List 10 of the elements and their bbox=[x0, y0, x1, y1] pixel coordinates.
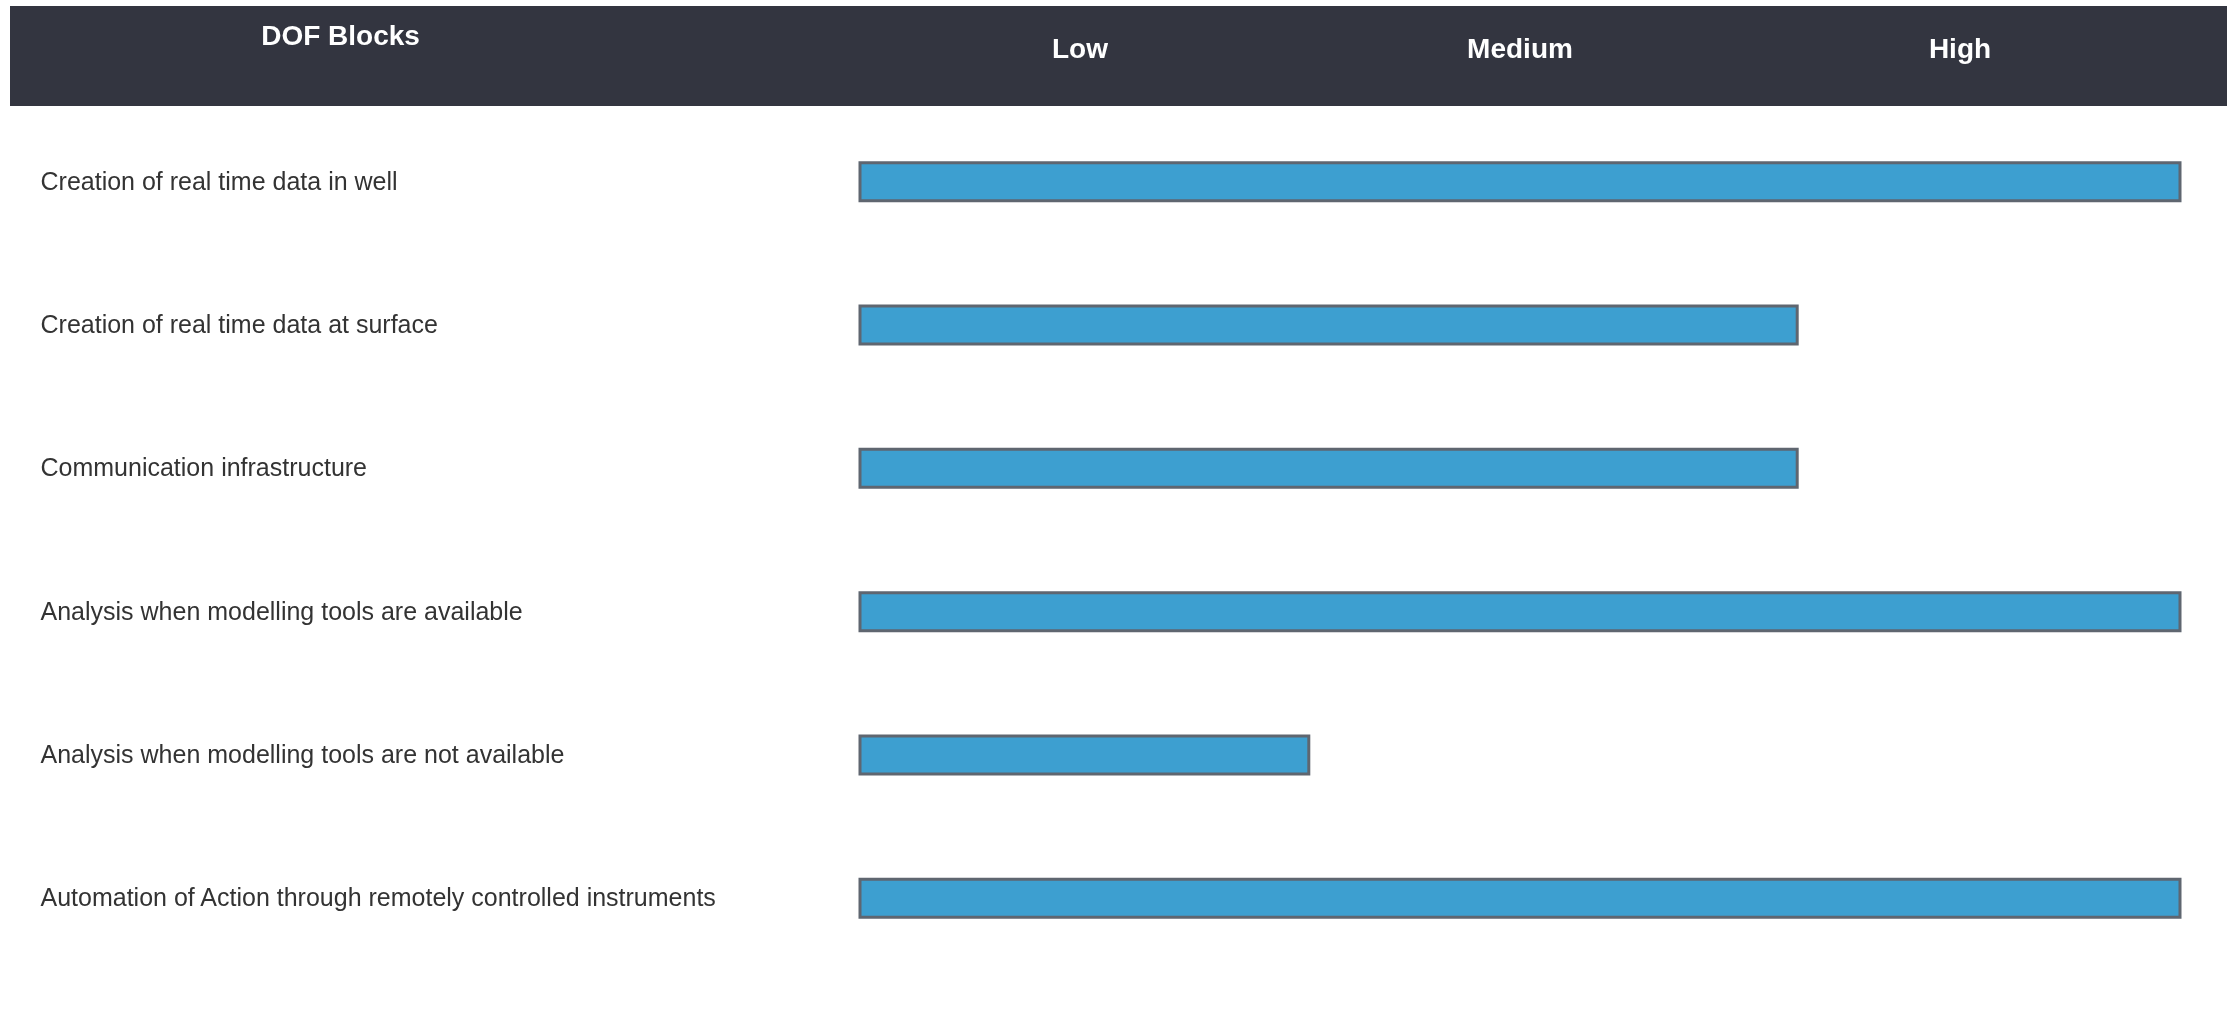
y-tick-label: Creation of real time data at surface bbox=[40, 310, 438, 338]
text: High bbox=[1928, 33, 1992, 64]
text: Medium bbox=[1467, 33, 1573, 64]
y-tick-label: Analysis when modelling tools are not available bbox=[40, 740, 565, 768]
y-tick-label: Automation of Action through remotely controlled instruments bbox=[40, 883, 716, 912]
y-tick-label: Analysis when modelling tools are available bbox=[40, 596, 523, 625]
y-axis-title: DOF Blocks bbox=[261, 19, 420, 51]
y-tick-label: Communication infrastructure bbox=[40, 453, 368, 482]
y-tick-label: Creation of real time data in well bbox=[40, 166, 398, 195]
text: Low bbox=[1052, 33, 1109, 64]
